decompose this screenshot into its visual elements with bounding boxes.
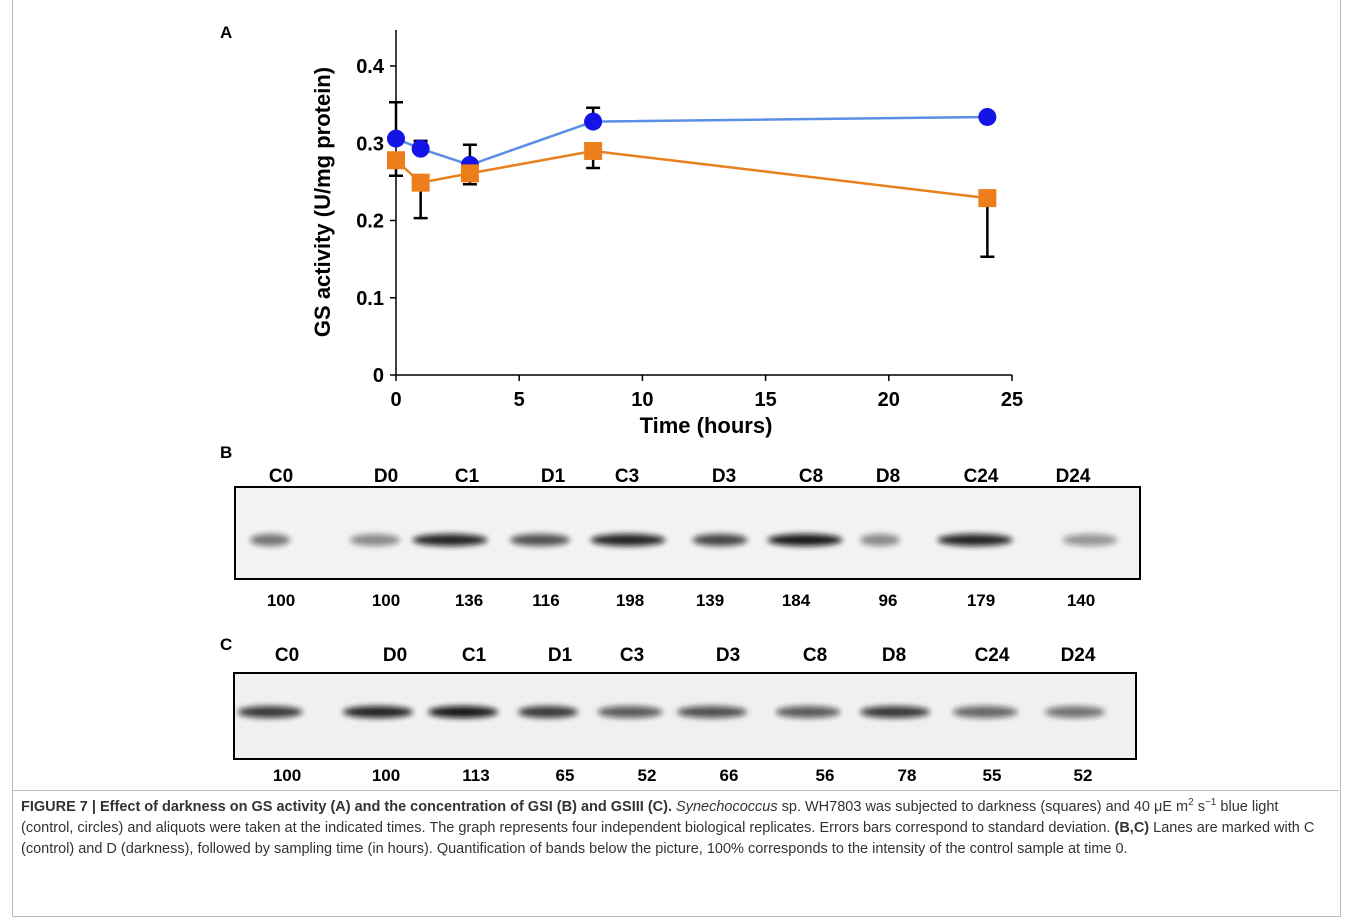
lane-label: C8 — [803, 645, 827, 666]
lane-label: C0 — [269, 466, 293, 487]
x-tick-label: 15 — [754, 389, 776, 411]
panel-label: B — [220, 443, 232, 462]
y-axis-label: GS activity (U/mg protein) — [310, 67, 335, 337]
quantification: 65 — [556, 766, 575, 785]
x-tick-label: 5 — [514, 389, 525, 411]
point — [387, 151, 405, 169]
panel-label: C — [220, 635, 232, 654]
lane-label: D24 — [1056, 466, 1091, 487]
quantification: 100 — [372, 591, 400, 610]
point — [978, 108, 996, 126]
quantification: 113 — [462, 766, 489, 785]
x-axis-label: Time (hours) — [640, 413, 773, 438]
y-tick-label: 0.3 — [356, 133, 384, 155]
y-tick-label: 0.1 — [356, 288, 384, 310]
band — [518, 706, 578, 718]
caption-species: Synechococcus — [676, 799, 778, 815]
band — [860, 706, 930, 718]
caption-sup: −1 — [1205, 797, 1216, 808]
lane-label: D8 — [882, 645, 906, 666]
lane-label: C3 — [615, 466, 639, 487]
band — [1063, 534, 1118, 546]
band — [591, 534, 666, 546]
band — [693, 534, 748, 546]
band — [510, 534, 570, 546]
lane-label: D1 — [548, 645, 573, 666]
band — [1045, 706, 1105, 718]
band — [413, 534, 488, 546]
band — [238, 706, 303, 718]
band — [768, 534, 843, 546]
caption-text: sp. WH7803 was subjected to darkness (sq… — [782, 799, 1189, 815]
quantification: 179 — [967, 591, 995, 610]
band — [953, 706, 1018, 718]
y-tick-label: 0 — [373, 365, 384, 387]
x-tick-label: 25 — [1001, 389, 1023, 411]
lane-label: C3 — [620, 645, 644, 666]
quantification: 140 — [1067, 591, 1095, 610]
quantification: 55 — [983, 766, 1002, 785]
lane-label: D3 — [716, 645, 740, 666]
point — [412, 174, 430, 192]
quantification: 96 — [879, 591, 898, 610]
point — [412, 140, 430, 158]
quantification: 198 — [616, 591, 644, 610]
lane-label: D0 — [383, 645, 407, 666]
blot-b — [235, 487, 1140, 579]
point — [978, 189, 996, 207]
lane-label: C24 — [975, 645, 1010, 666]
quantification: 66 — [720, 766, 739, 785]
quantification: 116 — [532, 591, 559, 610]
caption-panels: (B,C) — [1114, 820, 1149, 836]
quantification: 56 — [816, 766, 835, 785]
lane-label: D8 — [876, 466, 900, 487]
figure: A GS activity (U/mg protein) Time (hours… — [0, 0, 1355, 788]
series-line — [396, 151, 987, 198]
band — [776, 706, 841, 718]
quantification: 100 — [267, 591, 295, 610]
y-tick-label: 0.4 — [356, 56, 385, 78]
lane-label: C0 — [275, 645, 299, 666]
lane-label: D24 — [1061, 645, 1096, 666]
band — [598, 706, 663, 718]
lane-label: C1 — [462, 645, 487, 666]
caption-text: s — [1194, 799, 1205, 815]
point — [584, 113, 602, 131]
x-tick-label: 0 — [390, 389, 401, 411]
quantification: 78 — [898, 766, 917, 785]
x-tick-label: 20 — [878, 389, 900, 411]
panel-label: A — [220, 23, 232, 42]
quantification: 52 — [638, 766, 657, 785]
caption: FIGURE 7 | Effect of darkness on GS acti… — [13, 790, 1339, 860]
page: {"chart_data": {"type": "line", "panel_l… — [0, 0, 1355, 924]
band — [250, 534, 290, 546]
lane-label: C1 — [455, 466, 480, 487]
point — [461, 164, 479, 182]
caption-heading: FIGURE 7 | Effect of darkness on GS acti… — [21, 799, 672, 815]
quantification: 136 — [455, 591, 483, 610]
lane-label: D3 — [712, 466, 736, 487]
quantification: 52 — [1074, 766, 1093, 785]
quantification: 100 — [372, 766, 400, 785]
lane-label: D0 — [374, 466, 398, 487]
band — [350, 534, 400, 546]
point — [387, 130, 405, 148]
series-line — [396, 117, 987, 165]
lane-label: C8 — [799, 466, 823, 487]
band — [343, 706, 413, 718]
band — [938, 534, 1013, 546]
band — [428, 706, 498, 718]
quantification: 139 — [696, 591, 724, 610]
point — [584, 142, 602, 160]
y-tick-label: 0.2 — [356, 211, 384, 233]
band — [677, 706, 747, 718]
x-tick-label: 10 — [631, 389, 653, 411]
quantification: 184 — [782, 591, 811, 610]
band — [860, 534, 900, 546]
lane-label: D1 — [541, 466, 566, 487]
lane-label: C24 — [964, 466, 999, 487]
quantification: 100 — [273, 766, 301, 785]
